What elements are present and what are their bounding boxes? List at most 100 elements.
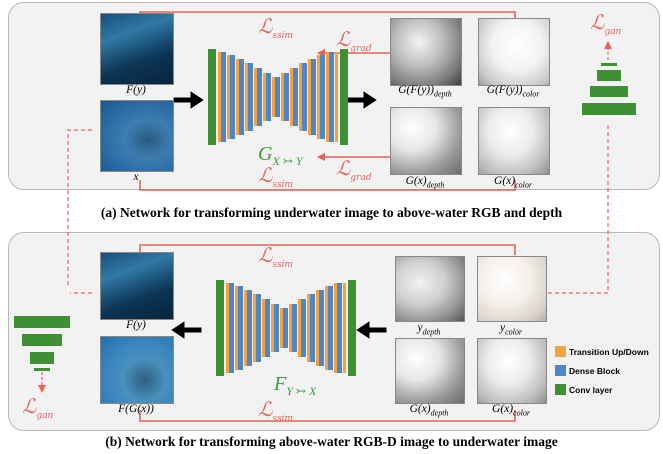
- legend-swatch-conv: [555, 384, 566, 396]
- net-g-dense-block: [248, 63, 253, 131]
- label-f-g-x: F(G(x)): [118, 403, 154, 415]
- net-f-dense-block: [292, 304, 297, 352]
- net-f-transition-block: [325, 286, 328, 370]
- loss-grad-top-a: ℒgrad: [336, 27, 372, 54]
- image-y-depth: [395, 256, 465, 322]
- network-g-blocks: [208, 49, 348, 145]
- net-g-dense-block: [329, 52, 334, 142]
- label-g-x-color-a: G(x)color: [494, 175, 532, 190]
- net-g-dense-block: [266, 73, 271, 121]
- net-g-conv-layer: [208, 49, 216, 145]
- caption-a: (a) Network for transforming underwater …: [100, 205, 563, 220]
- label-x-a: x: [133, 171, 139, 183]
- legend-swatch-transition: [555, 346, 566, 358]
- net-f-transition-block: [262, 299, 265, 357]
- net-f-transition-block: [244, 290, 247, 366]
- image-g-x-color-b: [477, 338, 547, 404]
- net-g-dense-block: [293, 68, 298, 126]
- net-f-dense-block: [238, 286, 243, 370]
- flow-arrow-a1: [173, 91, 204, 109]
- net-g-transition-block: [281, 73, 284, 121]
- flow-arrow-b2: [356, 321, 387, 339]
- net-f-dense-block: [283, 308, 288, 348]
- net-g-dense-block: [257, 68, 262, 126]
- net-f-transition-block: [343, 283, 346, 373]
- net-g-dense-block: [221, 52, 226, 142]
- loss-ssim-top-b: ℒssim: [258, 243, 294, 270]
- image-x-a: [100, 100, 174, 172]
- net-f-conv-layer: [348, 280, 356, 376]
- loss-gan-b: ℒgan: [22, 394, 54, 421]
- label-f-y-b: F(y): [126, 319, 146, 331]
- loss-gan-a: ℒgan: [590, 10, 622, 37]
- net-f-dense-block: [256, 294, 261, 362]
- net-f-dense-block: [274, 304, 279, 352]
- label-g-f-y-depth: G(F(y))depth: [398, 84, 452, 99]
- net-f-dense-block: [337, 283, 342, 373]
- net-f-transition-block: [289, 304, 292, 352]
- net-g-dense-block: [275, 77, 280, 117]
- net-g-transition-block: [290, 68, 293, 126]
- image-g-f-y-color: [478, 18, 550, 86]
- net-g-transition-block: [263, 73, 266, 121]
- net-g-transition-block: [227, 55, 230, 139]
- net-f-dense-block: [328, 286, 333, 370]
- label-g-x-depth-a: G(x)depth: [405, 175, 445, 190]
- net-g-dense-block: [320, 55, 325, 139]
- label-y-depth: ydepth: [417, 322, 441, 337]
- loss-grad-bottom-a: ℒgrad: [336, 156, 372, 183]
- net-g-dense-block: [311, 59, 316, 135]
- net-g-transition-block: [326, 52, 329, 142]
- flow-arrow-b1: [171, 321, 202, 339]
- net-g-transition-block: [299, 63, 302, 131]
- net-f-dense-block: [310, 294, 315, 362]
- net-g-transition-block: [236, 59, 239, 135]
- net-f-transition-block: [334, 283, 337, 373]
- loss-ssim-bottom-b: ℒssim: [258, 397, 294, 424]
- image-f-g-x: [100, 336, 174, 404]
- net-g-transition-block: [272, 77, 275, 117]
- label-g-x-color-b: G(x)color: [492, 403, 530, 418]
- flow-arrow-a2: [346, 91, 377, 109]
- legend-item-transition: Transition Up/Down: [555, 346, 649, 358]
- net-g-transition-block: [254, 68, 257, 126]
- net-g-dense-block: [302, 63, 307, 131]
- label-y-color: ycolor: [500, 322, 522, 337]
- net-f-transition-block: [280, 308, 283, 348]
- ssim-bracket-bottom-a: [139, 180, 516, 191]
- image-g-f-y-depth: [390, 18, 462, 86]
- image-g-x-depth-a: [390, 107, 462, 175]
- net-g-transition-block: [335, 52, 338, 142]
- discriminator-a: [582, 63, 636, 119]
- net-g-dense-block: [230, 55, 235, 139]
- net-g-transition-block: [245, 63, 248, 131]
- net-g-transition-block: [308, 59, 311, 135]
- net-f-dense-block: [247, 290, 252, 366]
- net-f-dense-block: [319, 290, 324, 366]
- image-f-y-a: [100, 13, 174, 85]
- dashed-x-to-discriminator: [67, 129, 92, 288]
- net-f-dense-block: [301, 299, 306, 357]
- loss-ssim-bottom-a: ℒssim: [258, 163, 294, 190]
- loss-ssim-top-a: ℒssim: [258, 14, 294, 41]
- network-f-blocks: [216, 280, 356, 376]
- label-g-x-depth-b: G(x)depth: [409, 403, 449, 418]
- net-f-transition-block: [298, 299, 301, 357]
- image-g-x-depth-b: [395, 338, 465, 404]
- net-f-conv-layer: [216, 280, 224, 376]
- caption-b: (b) Network for transforming above-water…: [105, 434, 558, 449]
- legend-swatch-dense: [555, 365, 566, 377]
- net-f-transition-block: [253, 294, 256, 362]
- discriminator-b: [14, 316, 70, 372]
- legend-item-dense: Dense Block: [555, 365, 620, 377]
- label-f-y-a: F(y): [126, 84, 146, 96]
- image-f-y-b: [100, 252, 174, 320]
- image-y-color: [477, 256, 547, 322]
- network-g-label: GX ↣ Y: [258, 143, 303, 168]
- net-g-conv-layer: [340, 49, 348, 145]
- net-f-transition-block: [271, 304, 274, 352]
- dashed-ycolor-to-discriminator: [548, 122, 609, 294]
- net-g-dense-block: [284, 73, 289, 121]
- net-f-transition-block: [316, 290, 319, 366]
